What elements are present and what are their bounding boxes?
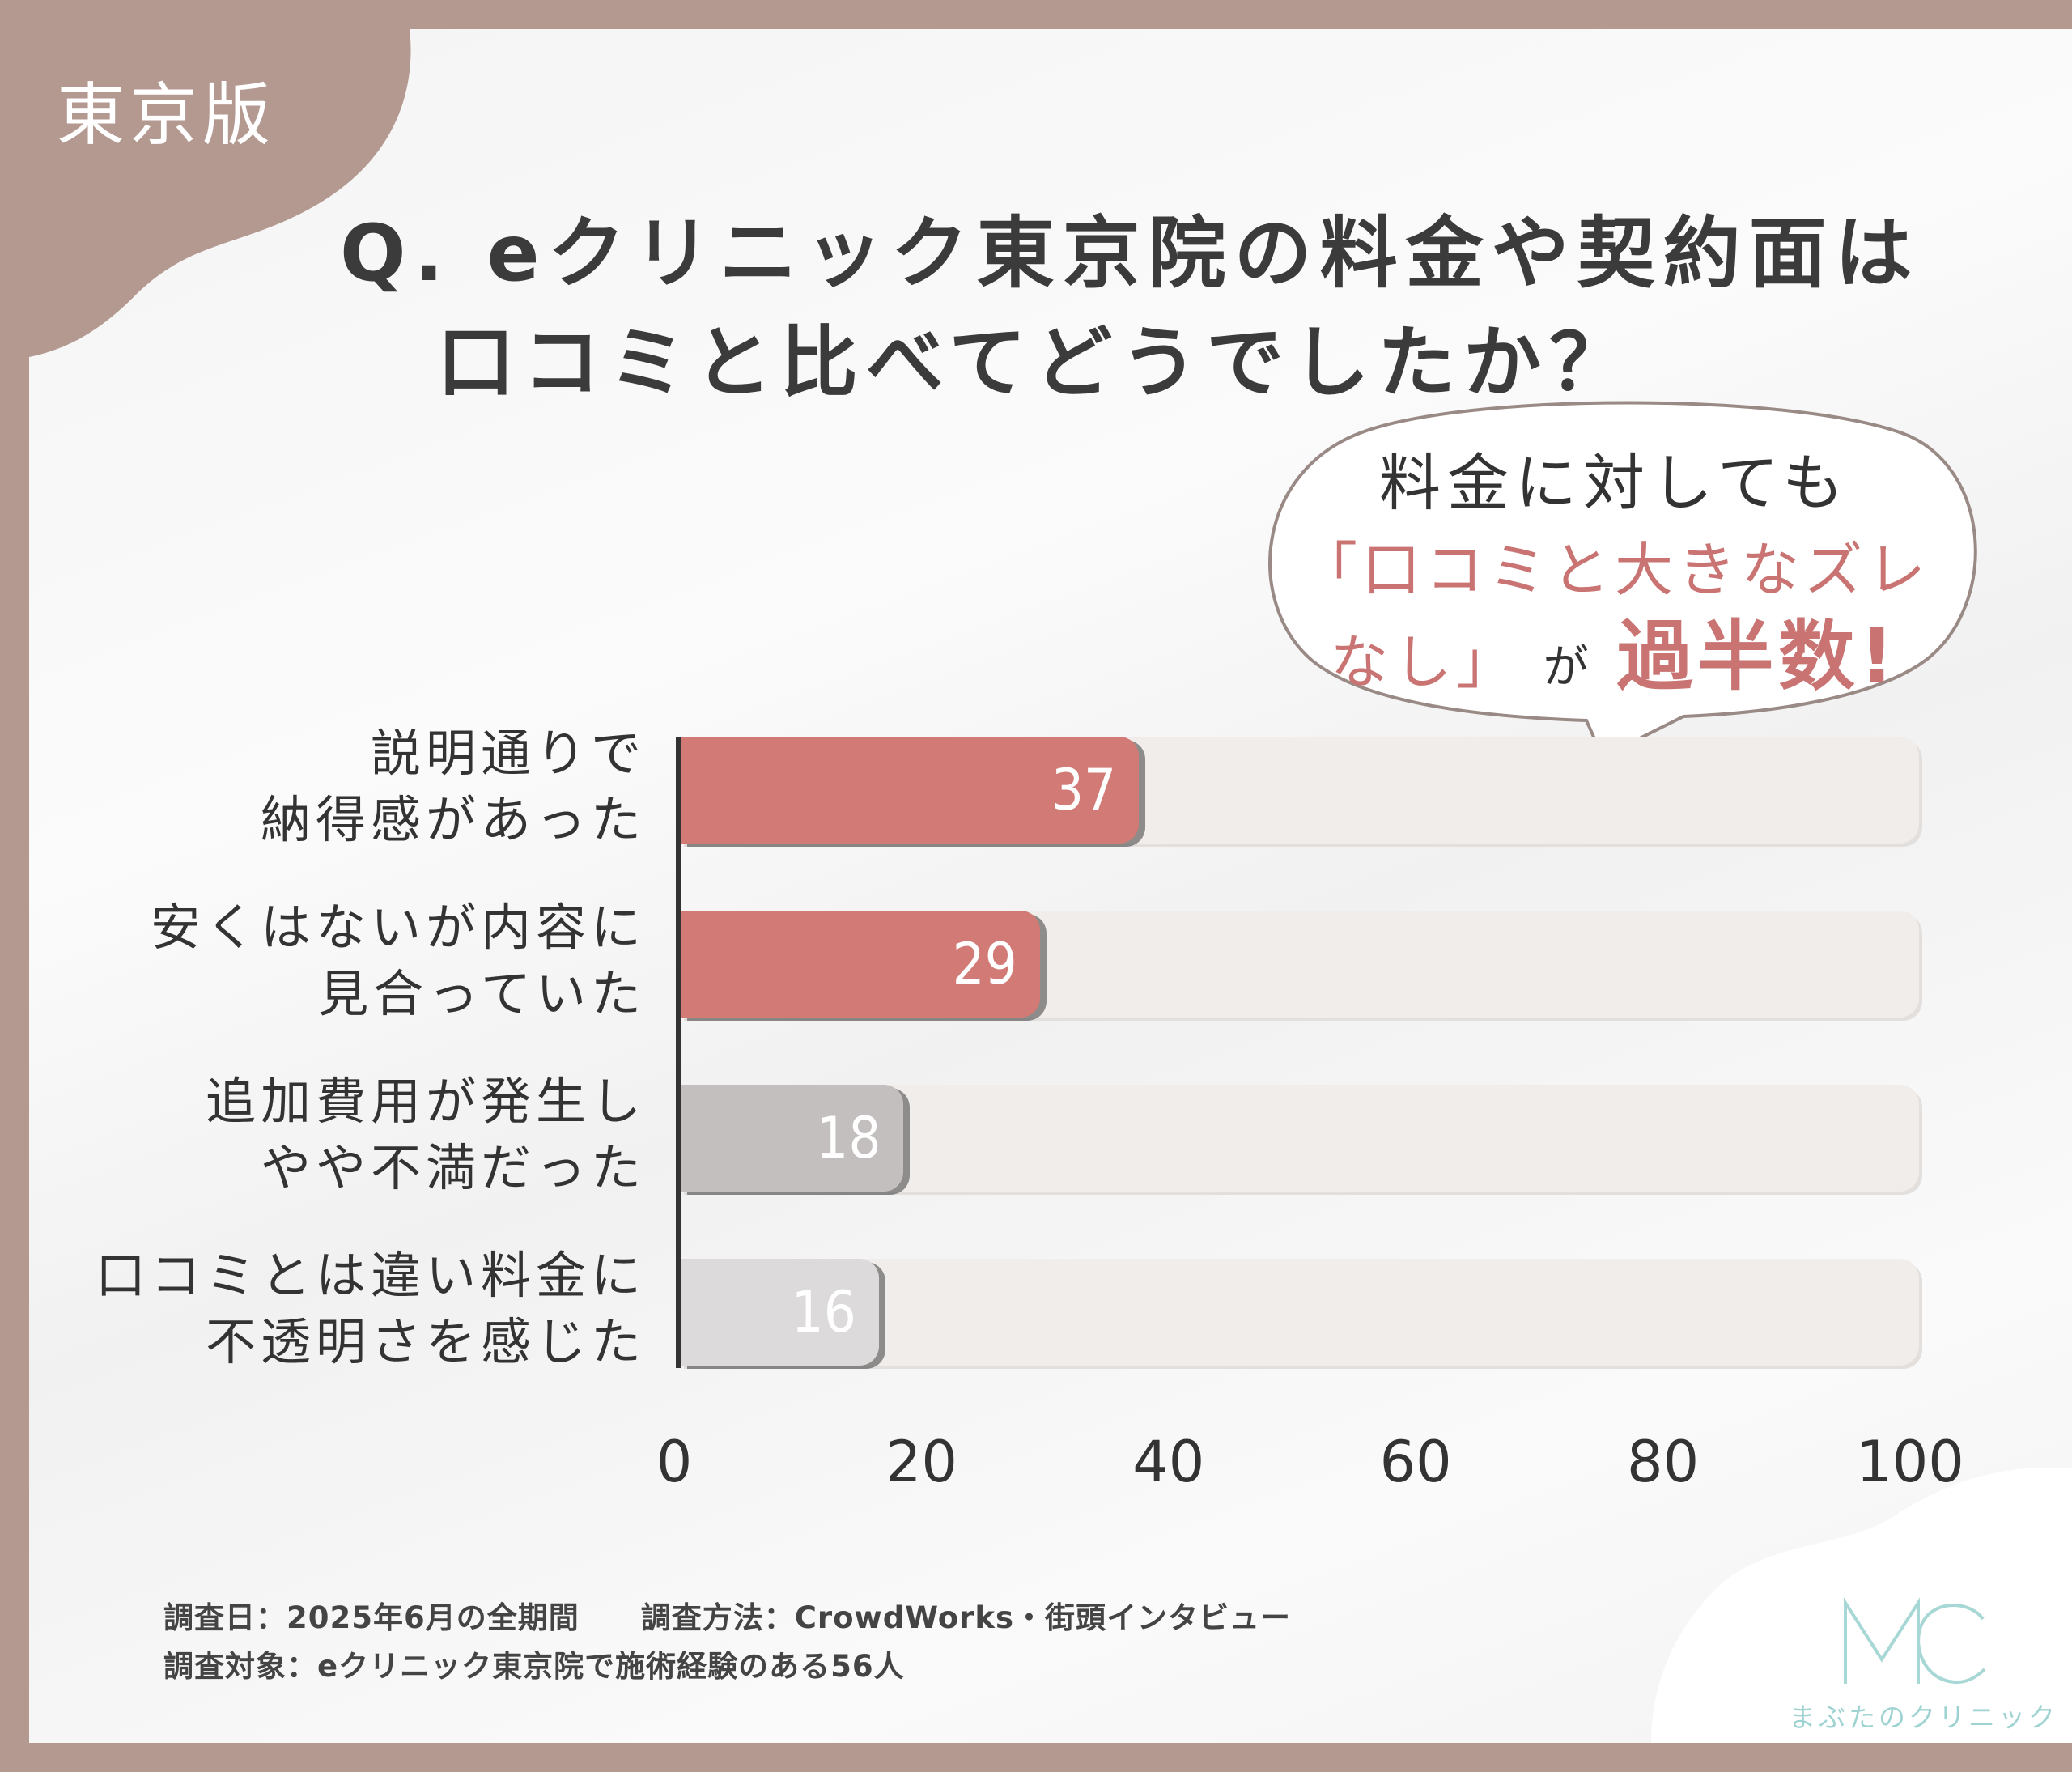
y-axis-line bbox=[676, 737, 681, 1368]
bar bbox=[681, 1085, 904, 1192]
region-tag: 東京版 bbox=[57, 75, 276, 155]
bar-value-label: 16 bbox=[791, 1279, 856, 1345]
clinic-logo-name: まぶたのクリニック bbox=[1789, 1702, 2058, 1733]
bar-value-label: 37 bbox=[1051, 757, 1117, 823]
survey-note-line1: 調査日：2025年6月の全期間 調査方法：CrowdWorks・街頭インタビュー bbox=[163, 1600, 1291, 1635]
callout-line1: 料金に対しても bbox=[1379, 447, 1850, 519]
bar-value-label: 18 bbox=[816, 1105, 881, 1171]
question-title-line2: 口コミと比べてどうでしたか？ bbox=[436, 317, 1636, 408]
bar-value-label: 29 bbox=[952, 931, 1017, 997]
bar bbox=[681, 1259, 879, 1366]
bar bbox=[681, 911, 1040, 1018]
x-tick-label: 20 bbox=[885, 1429, 957, 1495]
callout-line3-b: が bbox=[1543, 641, 1594, 694]
x-tick-label: 40 bbox=[1132, 1429, 1205, 1495]
bar bbox=[681, 737, 1140, 844]
x-tick-label: 60 bbox=[1379, 1429, 1452, 1495]
category-label: 追加費用が発生し やや不満だった bbox=[205, 1072, 646, 1197]
callout-line3-c: 過半数! bbox=[1616, 613, 1900, 701]
infographic-card bbox=[29, 29, 2072, 1743]
category-label: 説明通りで 納得感があった bbox=[260, 724, 646, 849]
corner-decoration bbox=[29, 29, 411, 357]
x-tick-label: 80 bbox=[1627, 1429, 1700, 1495]
bar-track bbox=[681, 1259, 1919, 1366]
callout-line3: なし」 が 過半数! bbox=[1250, 595, 1979, 705]
x-tick-label: 0 bbox=[656, 1429, 693, 1495]
survey-note-line2: 調査対象：eクリニック東京院で施術経験のある56人 bbox=[163, 1649, 905, 1684]
category-label: 安くはないが内容に 見合っていた bbox=[150, 898, 646, 1023]
clinic-logo-mark bbox=[1844, 1597, 1986, 1685]
category-label: 口コミとは違い料金に 不透明さを感じた bbox=[95, 1246, 646, 1371]
logo-background bbox=[1651, 1468, 2072, 1743]
x-tick-label: 100 bbox=[1856, 1429, 1964, 1495]
question-title-line1: Q. eクリニック東京院の料金や契約面は bbox=[340, 208, 1921, 299]
callout-line3-a: なし」 bbox=[1330, 628, 1520, 696]
callout-line2: 「口コミと大きなズレ bbox=[1298, 536, 1930, 604]
